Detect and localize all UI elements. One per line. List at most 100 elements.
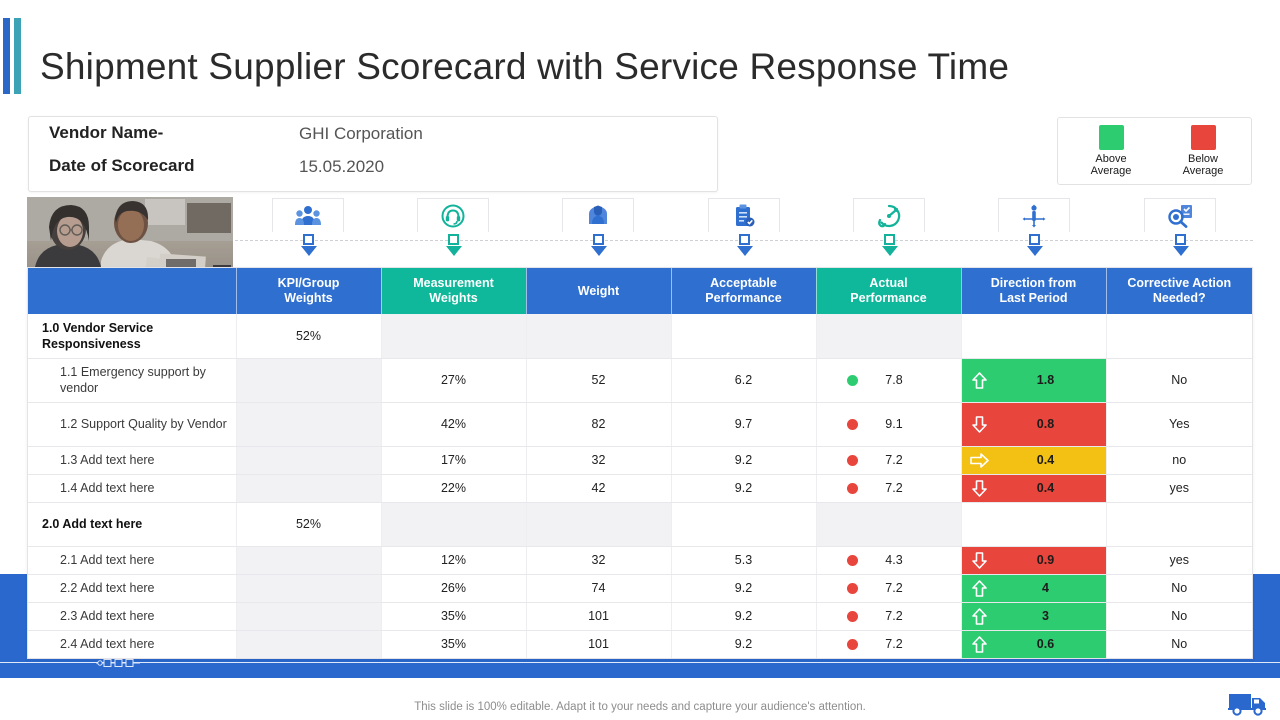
status-dot-below <box>847 582 858 594</box>
corrective-action-value: No <box>1171 637 1188 652</box>
cell-corrective-action: yes <box>1106 546 1252 575</box>
accent-bar-blue <box>3 18 10 94</box>
header-line2: Weights <box>429 291 478 305</box>
cell-group-weight <box>236 602 382 631</box>
direction-arrow-down-icon <box>968 479 992 497</box>
cell-kpi-name: 1.2 Support Quality by Vendor <box>28 402 237 447</box>
cell-measurement-weight: 35% <box>381 630 527 658</box>
kpi-label: 1.3 Add text here <box>60 453 155 467</box>
legend-above-line1: Above <box>1095 153 1127 165</box>
cell-kpi-name: 1.1 Emergency support by vendor <box>28 358 237 403</box>
icon-square-marker <box>303 234 314 245</box>
clipboard-check-icon <box>708 203 780 229</box>
cell-acceptable-performance: 5.3 <box>671 546 817 575</box>
direction-value: 0.4 <box>1036 453 1055 467</box>
measurement-weight-value: 26% <box>440 581 467 595</box>
weight-value: 82 <box>591 417 606 431</box>
cell-direction-from-last-period: 0.8 <box>961 402 1107 447</box>
cell-kpi-name: 2.4 Add text here <box>28 630 237 658</box>
cell-weight <box>526 314 672 359</box>
header-line1: Corrective Action <box>1127 276 1232 290</box>
kpi-label: 1.0 Vendor Service Responsiveness <box>42 320 154 351</box>
actual-performance-wrap: 7.2 <box>821 609 957 623</box>
header-line2: Performance <box>850 291 927 305</box>
cell-corrective-action: No <box>1106 630 1252 658</box>
icon-cell-person-direction <box>998 198 1070 256</box>
cell-direction-from-last-period <box>961 314 1107 359</box>
direction-indicator: 0.4 <box>961 446 1106 474</box>
table-row: 1.1 Emergency support by vendor 27% 52 6.2 7… <box>28 358 1252 403</box>
cell-measurement-weight <box>381 502 527 547</box>
cell-corrective-action: No <box>1106 574 1252 603</box>
cell-corrective-action: No <box>1106 358 1252 403</box>
icon-square-marker <box>448 234 459 245</box>
cell-weight: 74 <box>526 574 672 603</box>
cell-actual-performance: 7.2 <box>816 630 962 658</box>
measurement-weight-value: 35% <box>440 609 467 623</box>
scorecard-date-label: Date of Scorecard <box>49 156 195 175</box>
legend-above-line2: Average <box>1090 165 1132 177</box>
actual-performance-wrap: 7.2 <box>821 453 957 467</box>
band-motif-icon <box>96 659 140 667</box>
legend-swatch-green <box>1098 125 1124 150</box>
icon-triangle-pointer <box>737 246 753 256</box>
table-body: 1.0 Vendor Service Responsiveness 52% 1.1 … <box>28 314 1252 658</box>
direction-indicator: 0.6 <box>961 630 1106 658</box>
acceptable-performance-value: 9.2 <box>734 637 753 652</box>
weight-value: 74 <box>591 581 606 595</box>
direction-indicator: 3 <box>961 602 1106 630</box>
measurement-weight-value: 42% <box>440 417 467 431</box>
corrective-action-value: no <box>1172 453 1187 467</box>
table-group-row: 2.0 Add text here 52% <box>28 502 1252 547</box>
vendor-name-value: GHI Corporation <box>299 124 423 143</box>
direction-indicator: 1.8 <box>961 358 1106 402</box>
cell-kpi-name: 1.4 Add text here <box>28 474 237 503</box>
acceptable-performance-value: 6.2 <box>734 373 753 387</box>
legend-below-line1: Below <box>1188 153 1218 165</box>
cell-actual-performance: 7.2 <box>816 446 962 475</box>
vendor-name-label: Vendor Name- <box>49 123 164 142</box>
cell-direction-from-last-period: 3 <box>961 602 1107 631</box>
actual-performance-value: 9.1 <box>885 417 903 431</box>
header-acceptable-performance: Acceptable Performance <box>671 268 817 314</box>
icon-square-marker <box>884 234 895 245</box>
cell-weight: 42 <box>526 474 672 503</box>
cell-actual-performance <box>816 502 962 547</box>
corrective-action-value: Yes <box>1169 417 1190 431</box>
acceptable-performance-value: 9.7 <box>734 417 753 431</box>
direction-value: 4 <box>1042 581 1049 595</box>
direction-value: 0.8 <box>1036 417 1055 431</box>
direction-value: 1.8 <box>1036 373 1055 387</box>
cell-corrective-action: yes <box>1106 474 1252 503</box>
icon-box <box>1144 198 1216 232</box>
icon-triangle-pointer <box>1027 246 1043 256</box>
cell-group-weight <box>236 630 382 658</box>
cell-acceptable-performance: 9.2 <box>671 446 817 475</box>
corrective-action-value: No <box>1171 609 1188 623</box>
status-dot-below <box>847 610 858 622</box>
icon-cell-headset-support <box>417 198 489 256</box>
icon-square-marker <box>1029 234 1040 245</box>
cell-measurement-weight: 42% <box>381 402 527 447</box>
cell-direction-from-last-period: 0.4 <box>961 446 1107 475</box>
cell-direction-from-last-period <box>961 502 1107 547</box>
cell-weight: 32 <box>526 546 672 575</box>
cell-actual-performance: 9.1 <box>816 402 962 447</box>
legend-item-above-average: Above Average <box>1066 125 1156 177</box>
actual-performance-wrap: 4.3 <box>821 553 957 567</box>
icon-cell-magnifier-document <box>1144 198 1216 256</box>
cell-measurement-weight: 35% <box>381 602 527 631</box>
direction-value: 3 <box>1042 609 1049 623</box>
header-line1: KPI/Group <box>277 276 340 290</box>
direction-arrow-up-icon <box>968 607 992 625</box>
status-dot-below <box>847 638 858 650</box>
cell-acceptable-performance: 9.7 <box>671 402 817 447</box>
status-dot-below <box>847 482 858 494</box>
corrective-action-value: No <box>1171 581 1188 595</box>
table-row: 2.1 Add text here 12% 32 5.3 4.3 0.9 yes <box>28 546 1252 575</box>
cell-kpi-name: 2.2 Add text here <box>28 574 237 603</box>
cell-measurement-weight: 26% <box>381 574 527 603</box>
cell-kpi-name: 2.0 Add text here <box>28 502 237 547</box>
acceptable-performance-value: 9.2 <box>734 609 753 623</box>
header-line2: Last Period <box>999 291 1068 305</box>
